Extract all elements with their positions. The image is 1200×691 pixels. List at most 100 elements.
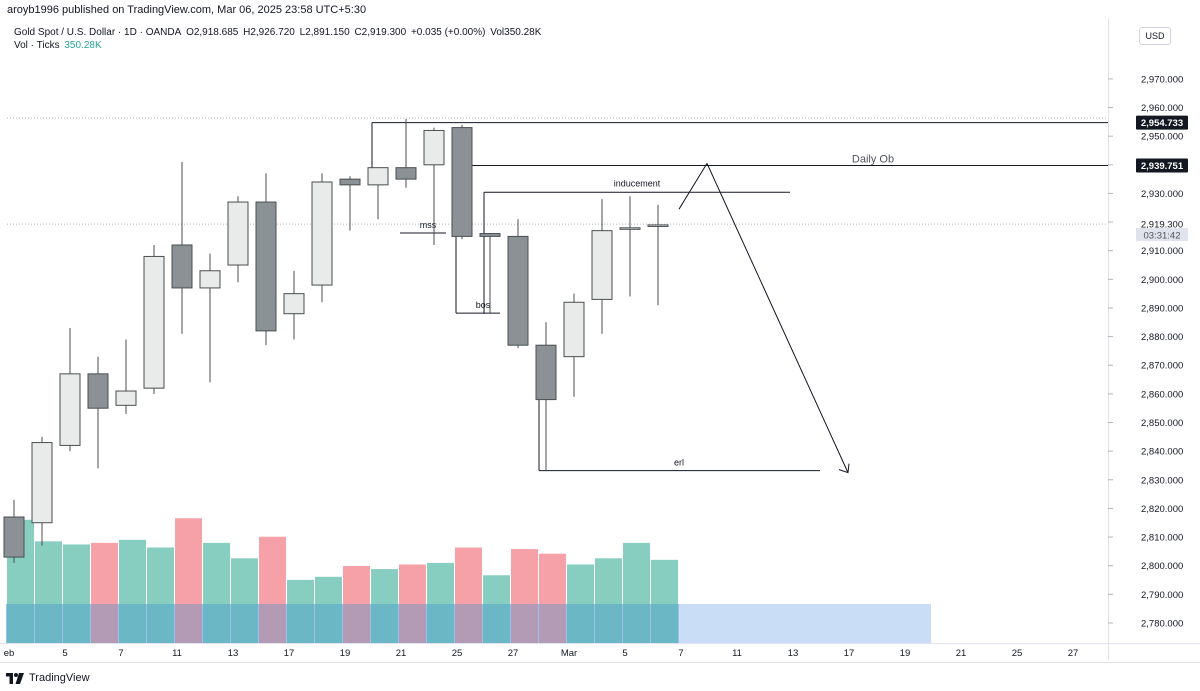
volume-bar <box>91 542 118 643</box>
countdown-box <box>1136 228 1188 242</box>
volume-bar <box>287 579 314 643</box>
candle-body <box>171 244 193 289</box>
candle-body <box>367 167 389 186</box>
time-tick-label: 19 <box>340 648 351 659</box>
candle-body <box>507 235 529 346</box>
candle-body <box>255 201 277 332</box>
candle-body <box>199 270 221 289</box>
volume-bar <box>651 559 678 643</box>
candle-body <box>451 127 473 237</box>
erl-label: erl <box>674 458 684 468</box>
price-label-box <box>1136 217 1188 232</box>
volume-bar <box>231 558 258 643</box>
time-tick-label: 25 <box>452 648 463 659</box>
daily-ob-label: Daily Ob <box>852 154 894 166</box>
candle-body <box>619 227 641 230</box>
time-axis: eb 5 7 11 13 17 19 21 25 27 Mar 5 7 11 13 17 19 21 25 27 <box>4 648 1079 659</box>
volume-bar <box>259 536 286 643</box>
price-tick-label: 2,840.000 <box>1141 447 1183 458</box>
candle-body <box>339 178 361 186</box>
currency-button[interactable]: USD <box>1139 27 1171 45</box>
time-tick-label: 11 <box>172 648 182 659</box>
volume-bar <box>455 547 482 643</box>
price-label-text: 2,919.300 <box>1141 220 1183 231</box>
time-tick-label: 21 <box>396 648 407 659</box>
volume-bar <box>35 541 62 643</box>
price-label-box <box>1136 115 1188 130</box>
projection-line-down <box>706 163 849 473</box>
price-tick-label: 2,970.000 <box>1141 74 1183 85</box>
candle-body <box>115 390 137 406</box>
volume-bar <box>343 566 370 643</box>
volume-indicator-label[interactable]: Vol · Ticks <box>14 40 60 51</box>
volume-bar <box>399 564 426 643</box>
price-label-text: 2,939.751 <box>1141 161 1184 172</box>
candle-body <box>59 373 81 446</box>
price-tick-label: 2,930.000 <box>1141 189 1183 200</box>
candle-body <box>479 233 501 237</box>
price-tick-label: 2,850.000 <box>1141 418 1183 429</box>
price-tick-label: 2,780.000 <box>1141 618 1183 629</box>
time-tick-label: 5 <box>62 648 67 659</box>
ohlc-close: C2,919.300 <box>354 27 407 38</box>
mss-label: mss <box>420 220 437 230</box>
candle-body <box>31 442 53 524</box>
inducement-label: inducement <box>614 178 661 188</box>
price-tick-label: 2,830.000 <box>1141 475 1183 486</box>
time-tick-label: 19 <box>900 648 911 659</box>
symbol-legend: Gold Spot / U.S. Dollar · 1D · OANDA O2,… <box>14 27 543 38</box>
symbol-name[interactable]: Gold Spot / U.S. Dollar · 1D · OANDA <box>14 27 182 38</box>
price-tick-label: 2,790.000 <box>1141 590 1183 601</box>
price-label-box <box>1136 158 1188 173</box>
time-tick-label: 21 <box>956 648 967 659</box>
drawing-annotations: Daily Ob inducement mss bos erl <box>7 117 1108 474</box>
bos-label: bos <box>476 300 491 310</box>
candle-body <box>535 344 557 401</box>
candle-body <box>563 301 585 358</box>
volume-value: Vol350.28K <box>490 27 542 38</box>
volume-bar <box>595 558 622 643</box>
time-tick-label: 7 <box>118 648 123 659</box>
ohlc-high: H2,926.720 <box>243 27 295 38</box>
tradingview-branding[interactable]: TradingView <box>6 670 90 686</box>
price-label-text: 2,954.733 <box>1141 118 1183 129</box>
time-tick-label: 5 <box>622 648 627 659</box>
candle-body <box>283 293 305 315</box>
time-tick-label: eb <box>4 648 15 659</box>
ohlc-low: L2,891.150 <box>299 27 350 38</box>
time-tick-label: 7 <box>678 648 683 659</box>
price-tick-label: 2,860.000 <box>1141 389 1183 400</box>
volume-bar <box>63 544 90 643</box>
candle-body <box>591 230 613 300</box>
projection-line-up <box>678 163 708 210</box>
time-tick-label: 13 <box>788 648 799 659</box>
volume-bar <box>147 547 174 643</box>
price-change: +0.035 (+0.00%) <box>410 27 486 38</box>
countdown-text: 03:31:42 <box>1144 231 1181 242</box>
time-tick-label: 25 <box>1012 648 1023 659</box>
price-tick-label: 2,910.000 <box>1141 246 1183 257</box>
tradingview-logo-icon <box>6 672 24 684</box>
volume-legend: Vol · Ticks 350.28K <box>14 40 104 51</box>
price-tick-label: 2,880.000 <box>1141 332 1183 343</box>
volume-bar <box>119 539 146 643</box>
volume-bar <box>175 518 202 643</box>
price-axis: 2,780.000 2,790.000 2,800.000 2,810.000 2,82… <box>1108 74 1183 629</box>
candle-body <box>395 167 417 180</box>
price-tick-label: 2,820.000 <box>1141 504 1183 515</box>
volume-bar <box>203 542 230 643</box>
price-tick-label: 2,890.000 <box>1141 303 1183 314</box>
candle-body <box>227 201 249 266</box>
price-tick-label: 2,810.000 <box>1141 533 1183 544</box>
time-tick-label: 17 <box>284 648 295 659</box>
price-tick-label: 2,870.000 <box>1141 361 1183 372</box>
candle-body <box>3 516 25 558</box>
volume-bar <box>315 576 342 643</box>
time-tick-label: 27 <box>508 648 519 659</box>
time-tick-label: 13 <box>228 648 239 659</box>
candle-body <box>311 181 333 286</box>
price-tick-label: 2,900.000 <box>1141 275 1183 286</box>
volume-bar <box>511 549 538 643</box>
